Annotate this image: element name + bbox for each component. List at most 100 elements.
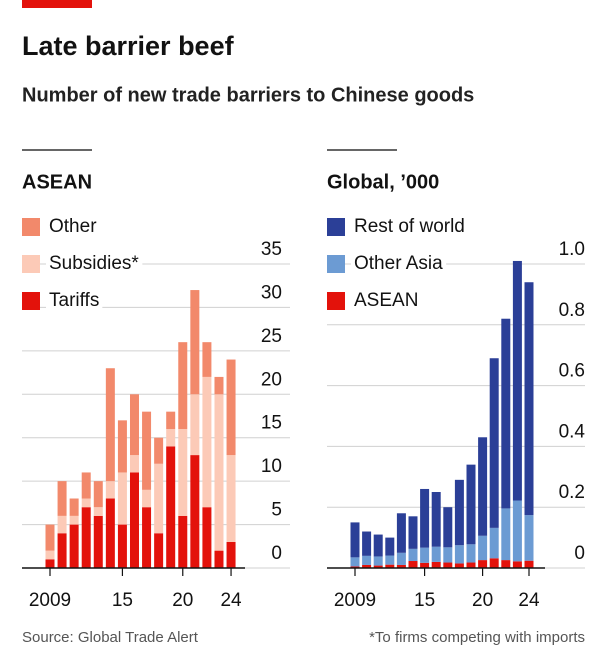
- bar-segment: [501, 508, 511, 561]
- x-tick-label: 24: [220, 590, 242, 611]
- bar-segment: [431, 546, 441, 562]
- legend-bg: [351, 216, 468, 238]
- bar-segment: [512, 561, 522, 568]
- bar-segment: [420, 488, 430, 548]
- bar-segment: [420, 547, 430, 563]
- legend-bg: [46, 216, 101, 238]
- bar-segment: [396, 564, 406, 568]
- legend-bg: [46, 253, 143, 275]
- bar-segment: [69, 524, 79, 568]
- y-tick-label: 0.4: [559, 421, 586, 442]
- bar-segment: [512, 260, 522, 501]
- bar-segment: [226, 359, 236, 456]
- bar-segment: [385, 555, 395, 565]
- bar-segment: [478, 535, 488, 561]
- y-tick-label: 0.8: [559, 300, 585, 321]
- chart-subtitle: Number of new trade barriers to Chinese …: [22, 84, 474, 106]
- bar-segment: [501, 318, 511, 509]
- bar-segment: [408, 561, 418, 568]
- brand-bar: [22, 0, 92, 8]
- bar-segment: [524, 282, 534, 516]
- bar-segment: [466, 544, 476, 563]
- bar-segment: [57, 515, 67, 534]
- x-tick-label: 2009: [334, 590, 376, 611]
- bar-segment: [431, 561, 441, 568]
- bar-segment: [117, 420, 127, 473]
- legend-swatch: [327, 292, 345, 310]
- bar-segment: [431, 492, 441, 547]
- bar-segment: [178, 342, 188, 430]
- bar-segment: [190, 394, 200, 456]
- bar-segment: [166, 446, 176, 568]
- x-tick-label: 15: [414, 590, 435, 611]
- legend-label: Rest of world: [354, 216, 465, 237]
- bar-segment: [45, 550, 55, 560]
- bar-segment: [362, 555, 372, 565]
- bar-segment: [166, 429, 176, 447]
- bar-segment: [362, 531, 372, 556]
- bar-segment: [214, 376, 224, 395]
- bar-segment: [226, 455, 236, 542]
- bar-segment: [129, 455, 139, 473]
- bar-segment: [154, 463, 164, 534]
- bar-segment: [489, 358, 499, 528]
- bar-segment: [350, 522, 360, 558]
- bar-segment: [190, 455, 200, 568]
- bar-segment: [373, 534, 383, 557]
- bar-segment: [524, 515, 534, 561]
- bar-segment: [226, 541, 236, 568]
- x-tick-label: 20: [172, 590, 193, 611]
- y-tick-label: 0: [574, 543, 585, 564]
- legend-label: Other: [49, 216, 97, 237]
- bar-segment: [45, 524, 55, 551]
- bar-segment: [202, 507, 212, 568]
- footnote: *To firms competing with imports: [369, 629, 585, 646]
- x-tick-label: 2009: [29, 590, 71, 611]
- legend-swatch: [327, 218, 345, 236]
- y-tick-label: 30: [261, 282, 282, 303]
- bar-segment: [524, 560, 534, 568]
- legend-swatch: [22, 255, 40, 273]
- bar-segment: [154, 533, 164, 568]
- bar-segment: [142, 489, 152, 508]
- bar-segment: [466, 562, 476, 568]
- bar-segment: [385, 564, 395, 568]
- bar-segment: [178, 429, 188, 516]
- bar-segment: [81, 498, 91, 508]
- bar-segment: [57, 481, 67, 516]
- bar-segment: [373, 556, 383, 566]
- y-tick-label: 0.6: [559, 361, 585, 382]
- y-tick-label: 5: [271, 500, 282, 521]
- bar-segment: [454, 545, 464, 564]
- legend-swatch: [22, 218, 40, 236]
- bar-segment: [69, 515, 79, 525]
- bar-segment: [154, 437, 164, 464]
- bar-segment: [408, 548, 418, 562]
- bar-segment: [489, 558, 499, 568]
- bar-segment: [512, 500, 522, 562]
- y-tick-label: 15: [261, 413, 282, 434]
- bar-segment: [443, 507, 453, 548]
- legend-label: Tariffs: [49, 290, 99, 311]
- bar-segment: [202, 376, 212, 508]
- bar-segment: [105, 481, 115, 499]
- bar-segment: [350, 557, 360, 567]
- y-tick-label: 10: [261, 456, 282, 477]
- bar-segment: [420, 562, 430, 568]
- y-tick-label: 1.0: [559, 239, 585, 260]
- y-tick-label: 20: [261, 369, 282, 390]
- legend-swatch: [327, 255, 345, 273]
- bar-segment: [117, 524, 127, 568]
- x-tick-label: 20: [472, 590, 493, 611]
- y-tick-label: 0: [271, 543, 282, 564]
- bar-segment: [81, 472, 91, 499]
- panel-title: Global, ’000: [327, 171, 439, 193]
- bar-segment: [81, 507, 91, 568]
- bar-segment: [489, 527, 499, 559]
- bar-segment: [45, 559, 55, 568]
- bar-segment: [454, 479, 464, 546]
- bar-segment: [105, 498, 115, 568]
- bar-segment: [93, 515, 103, 568]
- bar-segment: [214, 394, 224, 551]
- bar-segment: [501, 560, 511, 568]
